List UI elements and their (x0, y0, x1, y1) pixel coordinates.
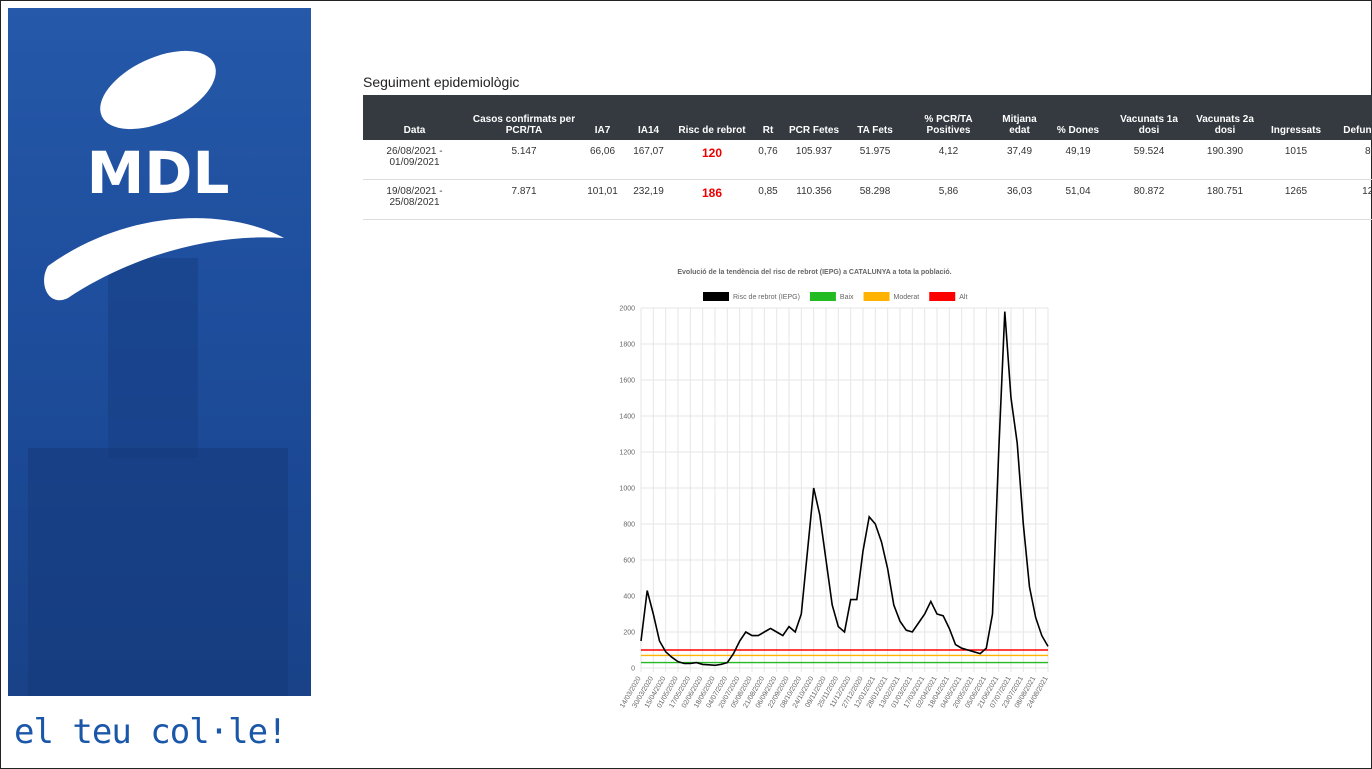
table-row: 26/08/2021 - 01/09/2021 5.147 66,06 167,07 1… (363, 140, 1372, 180)
legend-swatch (863, 292, 890, 301)
legend-label: Alt (959, 294, 967, 301)
brand-art: MDL (8, 8, 311, 696)
column-header: IA14 (623, 95, 674, 140)
legend-label: Baix (840, 294, 854, 301)
y-tick-label: 800 (623, 522, 635, 529)
table-cell: 51.975 (842, 140, 908, 180)
column-header: IA7 (582, 95, 623, 140)
table-cell: 101,01 (582, 179, 623, 220)
column-header: Defuncions (1334, 95, 1372, 140)
table-cell: 80.872 (1106, 179, 1192, 220)
column-header: PCR Fetes (786, 95, 842, 140)
y-tick-label: 1400 (619, 414, 635, 421)
tagline: el teu col·le! (14, 712, 288, 752)
table-cell: 80 (1334, 140, 1372, 180)
table-cell: 123 (1334, 179, 1372, 220)
y-tick-label: 1200 (619, 450, 635, 457)
column-header: Vacunats 1a dosi (1106, 95, 1192, 140)
table-cell: 105.937 (786, 140, 842, 180)
table-cell: 26/08/2021 - 01/09/2021 (363, 140, 466, 180)
brand-panel: MDL (8, 8, 311, 696)
table-cell: 5,86 (908, 179, 989, 220)
series-line (640, 311, 1049, 667)
logo-text: MDL (87, 139, 230, 207)
table-cell: 0,85 (750, 179, 786, 220)
data-table: Data Casos confirmats per PCR/TA IA7 IA14 Ri… (363, 95, 1372, 220)
table-cell: 110.356 (786, 179, 842, 220)
y-tick-label: 0 (631, 666, 635, 673)
section-title: Seguiment epidemiològic (363, 74, 520, 90)
table-cell: 5.147 (466, 140, 582, 180)
column-header: Risc de rebrot (674, 95, 750, 140)
table-row: 19/08/2021 - 25/08/2021 7.871 101,01 232,19… (363, 179, 1372, 220)
column-header: Casos confirmats per PCR/TA (466, 95, 582, 140)
table-cell: 49,19 (1050, 140, 1106, 180)
column-header: TA Fets (842, 95, 908, 140)
column-header: Data (363, 95, 466, 140)
table-cell: 186 (674, 179, 750, 220)
table-cell: 4,12 (908, 140, 989, 180)
table-cell: 1015 (1258, 140, 1334, 180)
column-header: Rt (750, 95, 786, 140)
legend-label: Moderat (894, 294, 920, 301)
logo-swoosh (44, 218, 284, 301)
table-cell: 180.751 (1192, 179, 1258, 220)
y-tick-label: 1600 (619, 378, 635, 385)
y-tick-label: 2000 (619, 306, 635, 313)
table-cell: 0,76 (750, 140, 786, 180)
legend-label: Risc de rebrot (IEPG) (733, 294, 800, 301)
table-cell: 19/08/2021 - 25/08/2021 (363, 179, 466, 220)
legend-swatch (929, 292, 956, 301)
column-header: Vacunats 2a dosi (1192, 95, 1258, 140)
chart-title: Evolució de la tendència del risc de reb… (677, 269, 951, 276)
y-tick-label: 1000 (619, 486, 635, 493)
table-cell: 167,07 (623, 140, 674, 180)
table-cell: 232,19 (623, 179, 674, 220)
photo-shape (108, 258, 198, 458)
table-cell: 120 (674, 140, 750, 180)
table-cell: 66,06 (582, 140, 623, 180)
photo-shape (28, 448, 288, 696)
table-cell: 36,03 (989, 179, 1050, 220)
column-header: % Dones (1050, 95, 1106, 140)
chart: Evolució de la tendència del risc de reb… (619, 269, 1050, 709)
table-cell: 51,04 (1050, 179, 1106, 220)
logo-dot (100, 50, 216, 130)
y-tick-label: 400 (623, 594, 635, 601)
table-cell: 58.298 (842, 179, 908, 220)
column-header: Ingressats (1258, 95, 1334, 140)
column-header: Mitjana edat (989, 95, 1050, 140)
y-tick-label: 600 (623, 558, 635, 565)
table-cell: 190.390 (1192, 140, 1258, 180)
y-tick-label: 200 (623, 630, 635, 637)
legend-swatch (809, 292, 836, 301)
table-cell: 7.871 (466, 179, 582, 220)
table-cell: 37,49 (989, 140, 1050, 180)
table-cell: 1265 (1258, 179, 1334, 220)
table-cell: 59.524 (1106, 140, 1192, 180)
column-header: % PCR/TA Positives (908, 95, 989, 140)
legend-swatch (703, 292, 729, 301)
y-tick-label: 1800 (619, 342, 635, 349)
